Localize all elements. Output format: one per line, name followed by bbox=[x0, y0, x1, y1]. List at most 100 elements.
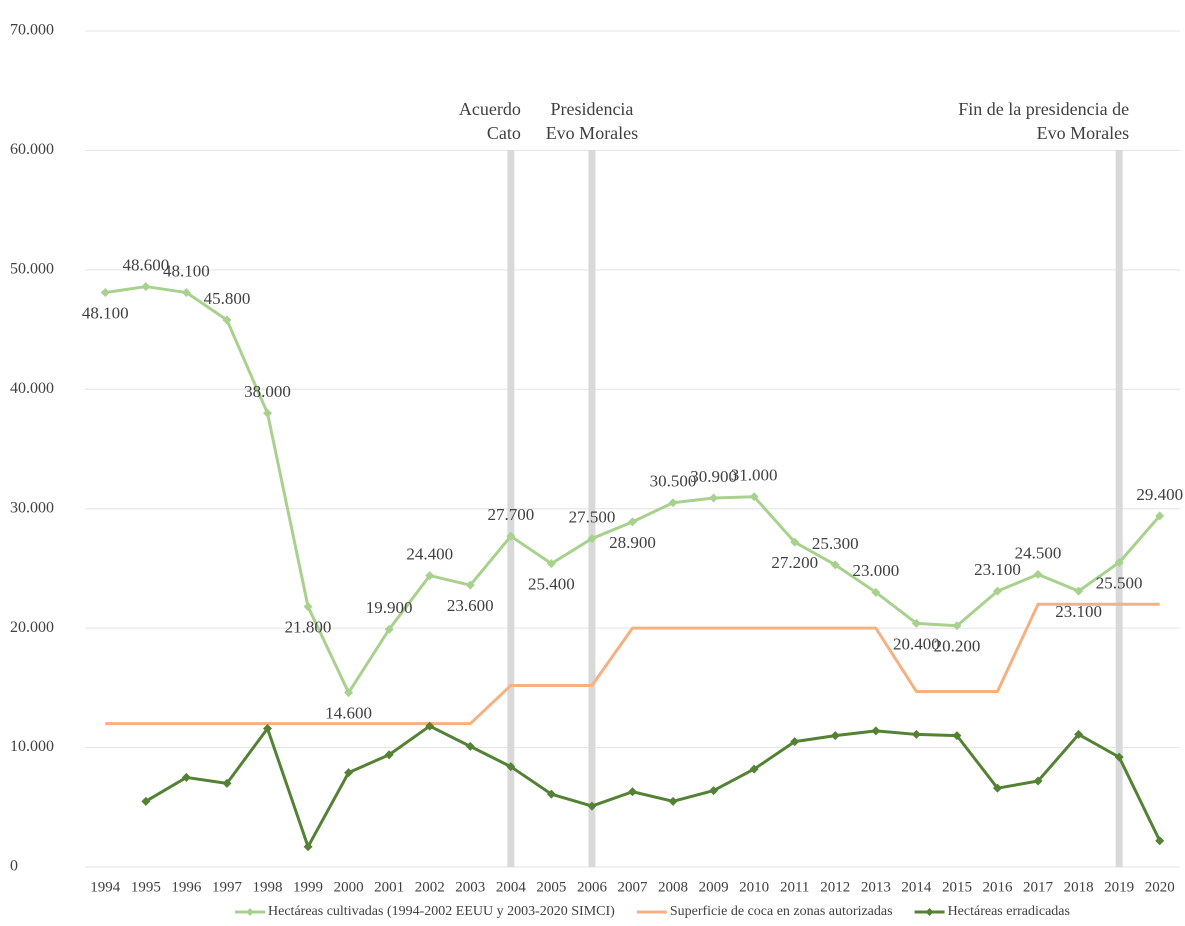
data-label: 20.400 bbox=[893, 634, 940, 653]
data-label: 29.400 bbox=[1136, 485, 1183, 504]
data-label: 30.500 bbox=[650, 472, 697, 491]
data-label: 23.000 bbox=[852, 561, 899, 580]
data-label: 45.800 bbox=[204, 289, 251, 308]
point bbox=[425, 571, 435, 581]
point bbox=[993, 586, 1002, 596]
x-tick-label: 2007 bbox=[618, 879, 649, 895]
data-label: 25.300 bbox=[812, 534, 859, 553]
x-tick-label: 2000 bbox=[334, 879, 364, 895]
point bbox=[465, 741, 475, 751]
annotation: Fin de la presidencia de bbox=[958, 99, 1129, 119]
point bbox=[546, 789, 556, 799]
y-tick-label: 20.000 bbox=[10, 619, 54, 636]
annotation: Cato bbox=[487, 123, 521, 143]
point bbox=[344, 688, 354, 698]
data-label: 48.100 bbox=[163, 261, 210, 280]
x-tick-label: 2009 bbox=[699, 879, 729, 895]
x-tick-label: 2012 bbox=[820, 879, 850, 895]
data-label: 27.200 bbox=[771, 553, 818, 572]
point bbox=[506, 762, 516, 772]
point bbox=[546, 559, 556, 569]
point bbox=[790, 537, 800, 547]
point bbox=[911, 618, 921, 628]
point bbox=[384, 750, 394, 760]
x-tick-label: 2017 bbox=[1023, 879, 1054, 895]
point bbox=[952, 731, 962, 741]
annotation: Acuerdo bbox=[459, 99, 521, 119]
x-tick-label: 2015 bbox=[942, 879, 972, 895]
x-tick-label: 1996 bbox=[171, 879, 202, 895]
legend-label: Hectáreas erradicadas bbox=[948, 904, 1070, 919]
point bbox=[263, 408, 272, 418]
legend: Hectáreas cultivadas (1994-2002 EEUU y 2… bbox=[235, 904, 1070, 919]
point bbox=[628, 517, 637, 527]
data-label: 14.600 bbox=[325, 704, 372, 723]
x-tick-label: 2003 bbox=[455, 879, 485, 895]
annotation: Evo Morales bbox=[1037, 123, 1129, 143]
data-label: 20.200 bbox=[934, 637, 981, 656]
point bbox=[709, 786, 719, 796]
point bbox=[465, 580, 475, 590]
point bbox=[425, 721, 435, 731]
y-tick-label: 70.000 bbox=[10, 22, 54, 39]
point bbox=[1033, 776, 1043, 786]
point bbox=[1074, 586, 1084, 596]
y-tick-label: 30.000 bbox=[10, 499, 54, 516]
x-tick-label: 1994 bbox=[90, 879, 121, 895]
data-label: 24.500 bbox=[1015, 543, 1062, 562]
x-tick-label: 2006 bbox=[577, 879, 608, 895]
y-tick-label: 40.000 bbox=[10, 380, 54, 397]
data-label: 23.600 bbox=[447, 596, 494, 615]
y-tick-label: 50.000 bbox=[10, 261, 54, 278]
legend-label: Hectáreas cultivadas (1994-2002 EEUU y 2… bbox=[268, 904, 615, 919]
data-label: 48.600 bbox=[122, 255, 169, 274]
point bbox=[1114, 557, 1124, 567]
point bbox=[587, 534, 597, 544]
point bbox=[1155, 836, 1165, 846]
legend-label: Superficie de coca en zonas autorizadas bbox=[670, 904, 893, 919]
x-tick-label: 1995 bbox=[131, 879, 161, 895]
point bbox=[952, 621, 962, 631]
series-line bbox=[105, 602, 1160, 726]
point bbox=[911, 729, 921, 739]
point bbox=[141, 282, 151, 292]
series-line bbox=[145, 724, 1162, 849]
data-label: 23.100 bbox=[974, 560, 1021, 579]
data-label: 24.400 bbox=[406, 545, 453, 564]
x-tick-label: 2020 bbox=[1145, 879, 1175, 895]
x-tick-label: 2019 bbox=[1104, 879, 1134, 895]
data-label: 27.500 bbox=[569, 507, 616, 526]
point bbox=[668, 498, 678, 508]
y-tick-label: 10.000 bbox=[10, 738, 54, 755]
point bbox=[871, 726, 881, 736]
data-label: 30.900 bbox=[690, 467, 737, 486]
x-tick-label: 2014 bbox=[901, 879, 932, 895]
point bbox=[222, 315, 232, 325]
point bbox=[709, 493, 719, 503]
point bbox=[830, 731, 840, 741]
point bbox=[871, 587, 881, 597]
point bbox=[587, 801, 597, 811]
x-tick-label: 2005 bbox=[536, 879, 566, 895]
x-tick-label: 2018 bbox=[1064, 879, 1094, 895]
data-label: 38.000 bbox=[244, 382, 291, 401]
data-label: 28.900 bbox=[609, 533, 656, 552]
x-tick-label: 2010 bbox=[739, 879, 769, 895]
y-tick-label: 60.000 bbox=[10, 141, 54, 158]
point bbox=[344, 768, 354, 778]
x-tick-label: 2004 bbox=[496, 879, 527, 895]
point bbox=[993, 783, 1002, 793]
point bbox=[1114, 752, 1124, 762]
series-line bbox=[105, 285, 1161, 695]
x-tick-label: 2011 bbox=[780, 879, 809, 895]
data-label: 27.700 bbox=[487, 505, 534, 524]
legend-marker bbox=[246, 908, 255, 916]
point bbox=[303, 602, 313, 612]
data-label: 25.500 bbox=[1096, 573, 1143, 592]
point bbox=[100, 288, 110, 298]
point bbox=[222, 778, 232, 788]
x-tick-label: 1999 bbox=[293, 879, 323, 895]
x-tick-label: 1998 bbox=[253, 879, 283, 895]
data-label: 23.100 bbox=[1055, 602, 1102, 621]
